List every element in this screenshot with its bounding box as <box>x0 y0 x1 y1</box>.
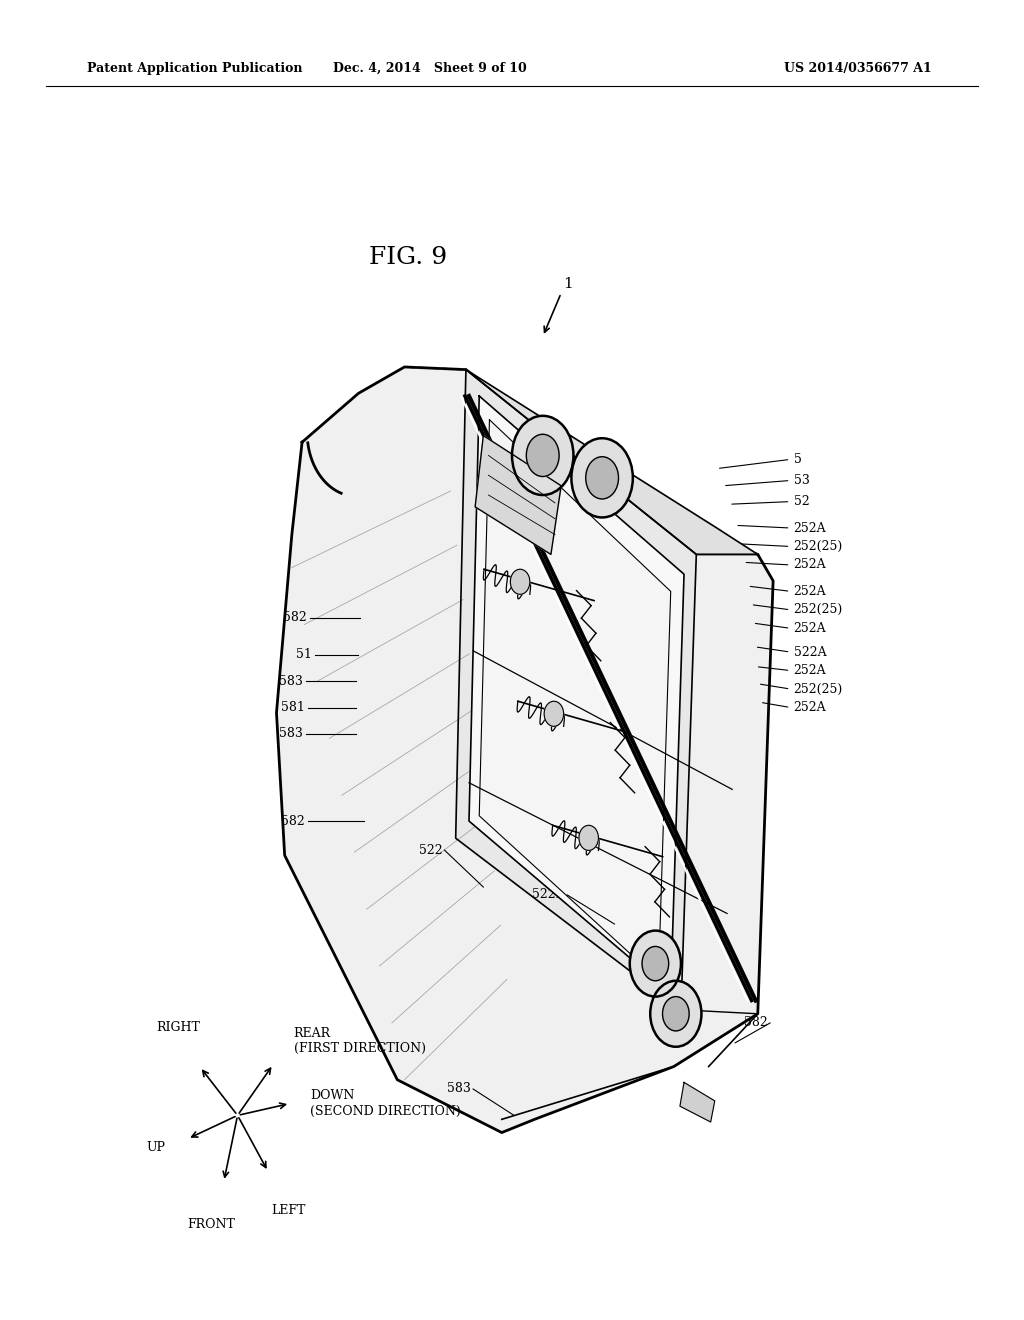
Text: 252A: 252A <box>794 701 826 714</box>
Text: 52: 52 <box>794 495 809 508</box>
Text: 582: 582 <box>282 814 305 828</box>
Text: REAR
(FIRST DIRECTION): REAR (FIRST DIRECTION) <box>294 1027 426 1055</box>
Polygon shape <box>404 367 758 554</box>
Circle shape <box>544 701 563 726</box>
Text: 252(25): 252(25) <box>794 603 843 616</box>
Text: 522B: 522B <box>532 888 565 902</box>
Circle shape <box>630 931 681 997</box>
Polygon shape <box>456 370 696 1010</box>
Text: FRONT: FRONT <box>187 1218 234 1230</box>
Text: 252A: 252A <box>794 664 826 677</box>
Circle shape <box>650 981 701 1047</box>
Text: 582: 582 <box>284 611 307 624</box>
Text: 51: 51 <box>296 648 312 661</box>
Text: 252A: 252A <box>794 558 826 572</box>
Text: Dec. 4, 2014   Sheet 9 of 10: Dec. 4, 2014 Sheet 9 of 10 <box>333 62 527 75</box>
Text: FIG. 9: FIG. 9 <box>369 246 446 269</box>
Circle shape <box>571 438 633 517</box>
Text: RIGHT: RIGHT <box>157 1022 201 1035</box>
Text: 583: 583 <box>280 675 303 688</box>
Circle shape <box>642 946 669 981</box>
Text: 1: 1 <box>563 277 573 290</box>
Text: Patent Application Publication: Patent Application Publication <box>87 62 302 75</box>
Text: 252A: 252A <box>794 585 826 598</box>
Circle shape <box>579 825 598 850</box>
Text: 53: 53 <box>794 474 810 487</box>
Text: 252(25): 252(25) <box>794 682 843 696</box>
Polygon shape <box>680 1082 715 1122</box>
Text: 583: 583 <box>280 727 303 741</box>
Text: 252A: 252A <box>794 622 826 635</box>
Circle shape <box>510 569 529 594</box>
Text: 522: 522 <box>419 843 442 857</box>
Text: 522A: 522A <box>794 645 826 659</box>
Text: UP: UP <box>146 1140 165 1154</box>
Circle shape <box>586 457 618 499</box>
Text: US 2014/0356677 A1: US 2014/0356677 A1 <box>784 62 932 75</box>
Text: LEFT: LEFT <box>271 1204 306 1217</box>
Text: 5: 5 <box>794 453 802 466</box>
Text: 583: 583 <box>447 1082 471 1096</box>
Circle shape <box>512 416 573 495</box>
Text: 252(25): 252(25) <box>794 540 843 553</box>
Text: DOWN
(SECOND DIRECTION): DOWN (SECOND DIRECTION) <box>310 1089 461 1118</box>
Text: 252A: 252A <box>794 521 826 535</box>
Text: 582: 582 <box>744 1016 768 1030</box>
Text: 581: 581 <box>282 701 305 714</box>
Circle shape <box>663 997 689 1031</box>
Polygon shape <box>479 420 671 979</box>
Polygon shape <box>469 396 684 993</box>
Circle shape <box>526 434 559 477</box>
Polygon shape <box>475 436 561 554</box>
Polygon shape <box>276 367 773 1133</box>
